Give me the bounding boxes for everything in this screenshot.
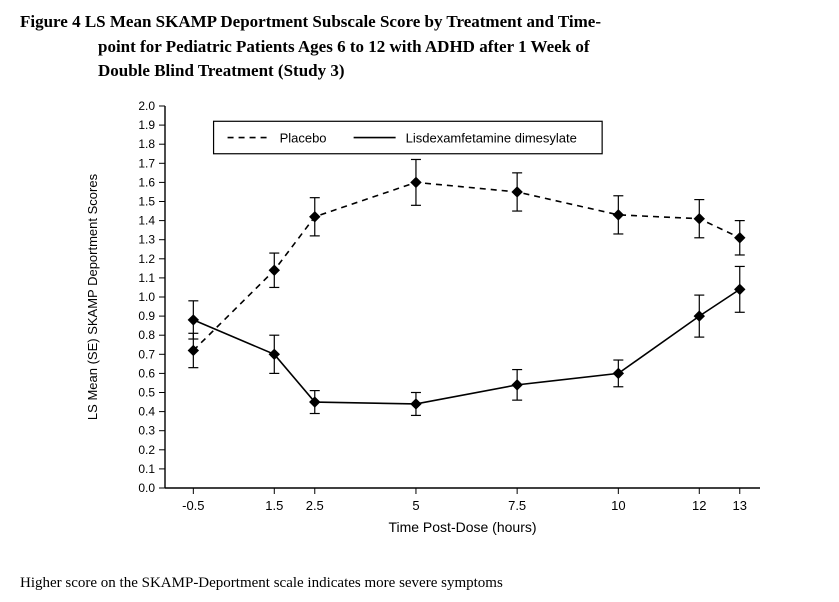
skamp-chart: 0.0 0.1 0.2 0.3 0.4 0.5 0.6 0.7 0.8 0.9 1.0 1.1 1.2 1… — [60, 88, 780, 558]
svg-text:0.1: 0.1 — [138, 462, 155, 476]
svg-text:0.9: 0.9 — [138, 309, 155, 323]
svg-text:LS Mean (SE) SKAMP Deportment: LS Mean (SE) SKAMP Deportment Scores — [85, 173, 100, 420]
svg-text:0.6: 0.6 — [138, 366, 155, 380]
svg-text:1.9: 1.9 — [138, 118, 155, 132]
chart-container: 0.0 0.1 0.2 0.3 0.4 0.5 0.6 0.7 0.8 0.9 1.0 1.1 1.2 1… — [60, 88, 780, 563]
figure-title-line1: Figure 4 LS Mean SKAMP Deportment Subsca… — [20, 10, 819, 35]
svg-text:1.5: 1.5 — [265, 498, 283, 513]
svg-text:1.3: 1.3 — [138, 233, 155, 247]
svg-text:1.2: 1.2 — [138, 252, 155, 266]
figure-title-line2: point for Pediatric Patients Ages 6 to 1… — [20, 35, 819, 60]
figure-footnote: Higher score on the SKAMP-Deportment sca… — [20, 575, 819, 592]
svg-text:1.7: 1.7 — [138, 156, 155, 170]
svg-text:0.5: 0.5 — [138, 385, 155, 399]
svg-text:13: 13 — [732, 498, 746, 513]
svg-text:1.1: 1.1 — [138, 271, 155, 285]
svg-text:2.0: 2.0 — [138, 99, 155, 113]
svg-text:Lisdexamfetamine dimesylate: Lisdexamfetamine dimesylate — [405, 130, 576, 145]
svg-text:2.5: 2.5 — [305, 498, 323, 513]
svg-text:Placebo: Placebo — [279, 130, 326, 145]
svg-text:10: 10 — [611, 498, 625, 513]
svg-text:7.5: 7.5 — [508, 498, 526, 513]
svg-text:1.0: 1.0 — [138, 290, 155, 304]
svg-text:1.8: 1.8 — [138, 137, 155, 151]
svg-text:0.0: 0.0 — [138, 481, 155, 495]
svg-text:1.6: 1.6 — [138, 175, 155, 189]
svg-text:0.3: 0.3 — [138, 424, 155, 438]
svg-text:0.2: 0.2 — [138, 443, 155, 457]
svg-text:-0.5: -0.5 — [182, 498, 204, 513]
svg-text:12: 12 — [692, 498, 706, 513]
svg-text:1.5: 1.5 — [138, 194, 155, 208]
svg-text:Time Post-Dose (hours): Time Post-Dose (hours) — [388, 519, 536, 535]
svg-text:5: 5 — [412, 498, 419, 513]
svg-text:0.8: 0.8 — [138, 328, 155, 342]
svg-text:0.7: 0.7 — [138, 347, 155, 361]
svg-text:0.4: 0.4 — [138, 405, 155, 419]
svg-text:1.4: 1.4 — [138, 214, 155, 228]
figure-title: Figure 4 LS Mean SKAMP Deportment Subsca… — [20, 10, 819, 84]
figure-title-line3: Double Blind Treatment (Study 3) — [20, 59, 819, 84]
